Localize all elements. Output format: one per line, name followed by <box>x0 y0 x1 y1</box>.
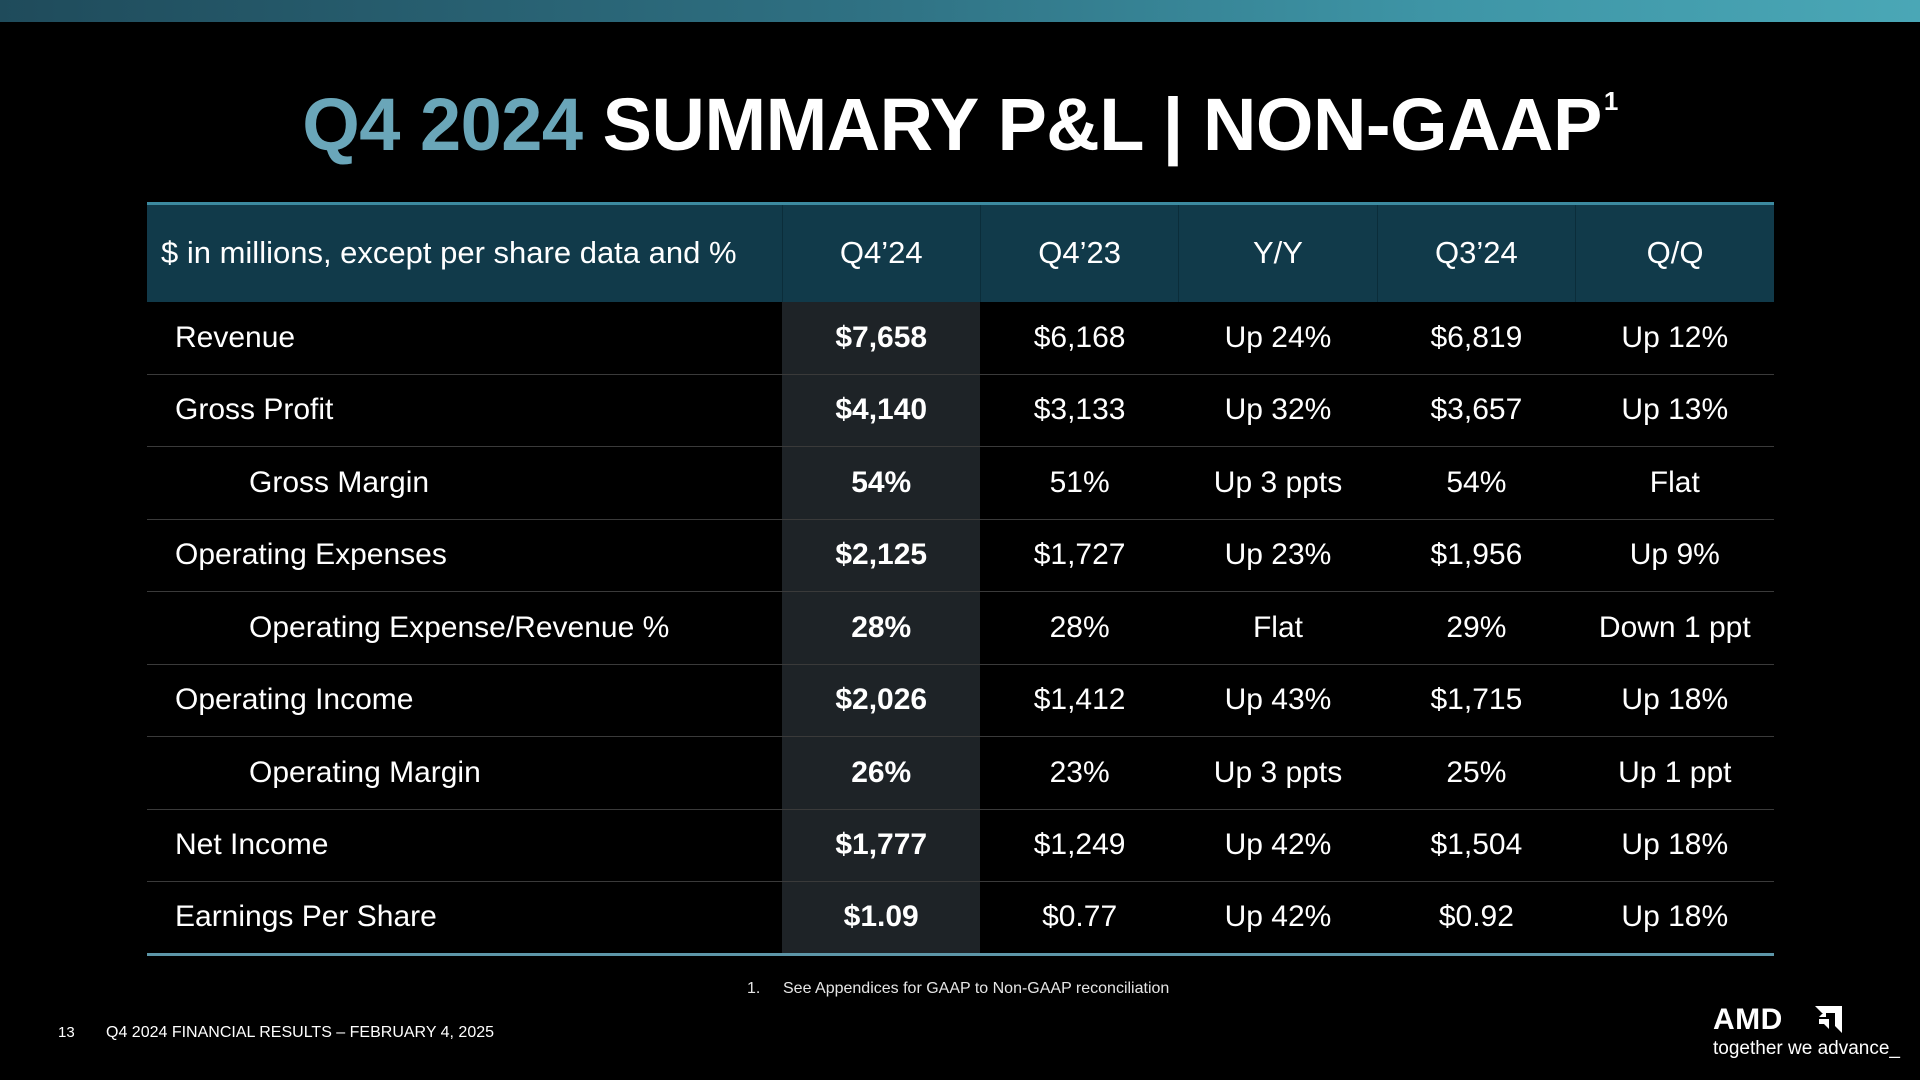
table-header-row: $ in millions, except per share data and… <box>147 202 1774 302</box>
header-q3-24: Q3’24 <box>1376 202 1576 302</box>
cell-q4-24: $4,140 <box>782 374 981 447</box>
cell-q4-23: 51% <box>980 446 1179 520</box>
pnl-table-container: $ in millions, except per share data and… <box>147 202 1774 956</box>
table-row: Operating Margin 26% 23% Up 3 ppts 25% Up 1 p… <box>147 736 1774 810</box>
cell-yy: Up 3 ppts <box>1178 446 1378 520</box>
cell-q4-23: 28% <box>980 591 1179 665</box>
title-accent: Q4 2024 <box>302 83 583 166</box>
cell-q3-24: $1,956 <box>1377 519 1576 592</box>
cell-yy: Up 24% <box>1178 301 1378 375</box>
header-yy: Y/Y <box>1178 202 1378 302</box>
table-row: Gross Margin 54% 51% Up 3 ppts 54% Flat <box>147 446 1774 520</box>
cell-yy: Up 23% <box>1178 519 1378 592</box>
cell-q4-24: $1.09 <box>782 881 981 956</box>
cell-qq: Up 18% <box>1575 664 1774 737</box>
cell-q3-24: 29% <box>1377 591 1576 665</box>
cell-qq: Down 1 ppt <box>1575 591 1774 665</box>
footnote-number: 1. <box>747 980 761 997</box>
logo-wordmark: AMD <box>1713 1003 1783 1036</box>
cell-q4-24: $7,658 <box>782 301 981 375</box>
cell-q4-24: $2,026 <box>782 664 981 737</box>
table-row: Operating Income $2,026 $1,412 Up 43% $1,715… <box>147 664 1774 737</box>
title-footnote-marker: 1 <box>1603 86 1618 116</box>
cell-yy: Up 43% <box>1178 664 1378 737</box>
cell-q4-23: $1,249 <box>980 809 1179 882</box>
cell-q3-24: $6,819 <box>1377 301 1576 375</box>
cell-q3-24: $0.92 <box>1377 881 1576 956</box>
cell-q3-24: 54% <box>1377 446 1576 520</box>
row-label: Operating Margin <box>147 736 783 810</box>
amd-logo: AMD together we advance_ <box>1713 1003 1900 1065</box>
footnote: 1. See Appendices for GAAP to Non-GAAP re… <box>747 980 1169 998</box>
table-row: Operating Expenses $2,125 $1,727 Up 23% $1,9… <box>147 519 1774 592</box>
table-row: Gross Profit $4,140 $3,133 Up 32% $3,657 Up 1… <box>147 374 1774 447</box>
cell-qq: Flat <box>1575 446 1774 520</box>
table-row: Operating Expense/Revenue % 28% 28% Flat 29%… <box>147 591 1774 665</box>
cell-q4-24: 28% <box>782 591 981 665</box>
table-body: Revenue $7,658 $6,168 Up 24% $6,819 Up 12% Gro… <box>147 301 1774 956</box>
cell-qq: Up 18% <box>1575 809 1774 882</box>
row-label: Net Income <box>147 809 783 882</box>
table-row: Revenue $7,658 $6,168 Up 24% $6,819 Up 12% <box>147 301 1774 375</box>
cell-yy: Up 42% <box>1178 809 1378 882</box>
cell-q4-23: $1,727 <box>980 519 1179 592</box>
logo-tagline: together we advance_ <box>1713 1038 1900 1059</box>
cell-q4-23: $6,168 <box>980 301 1179 375</box>
row-label: Revenue <box>147 301 783 375</box>
header-q4-23: Q4’23 <box>979 202 1179 302</box>
cell-q4-24: 54% <box>782 446 981 520</box>
row-label: Earnings Per Share <box>147 881 783 956</box>
page-number: 13 <box>58 1024 75 1041</box>
cell-q3-24: $1,715 <box>1377 664 1576 737</box>
cell-qq: Up 1 ppt <box>1575 736 1774 810</box>
row-label: Operating Expenses <box>147 519 783 592</box>
title-main: SUMMARY P&L | NON-GAAP <box>602 83 1603 166</box>
header-qq: Q/Q <box>1575 202 1774 302</box>
cell-q3-24: $1,504 <box>1377 809 1576 882</box>
cell-q4-24: $2,125 <box>782 519 981 592</box>
cell-q4-23: 23% <box>980 736 1179 810</box>
cell-qq: Up 18% <box>1575 881 1774 956</box>
footer-text: Q4 2024 FINANCIAL RESULTS – FEBRUARY 4, … <box>106 1024 495 1041</box>
cell-qq: Up 13% <box>1575 374 1774 447</box>
top-accent-bar <box>0 0 1920 22</box>
slide-title: Q4 2024 SUMMARY P&L | NON-GAAP1 <box>0 82 1920 167</box>
cell-qq: Up 12% <box>1575 301 1774 375</box>
header-label: $ in millions, except per share data and… <box>147 202 783 302</box>
row-label: Gross Profit <box>147 374 783 447</box>
cell-q4-23: $3,133 <box>980 374 1179 447</box>
cell-q3-24: 25% <box>1377 736 1576 810</box>
cell-q3-24: $3,657 <box>1377 374 1576 447</box>
footnote-text: See Appendices for GAAP to Non-GAAP reco… <box>783 980 1170 997</box>
amd-arrow-icon <box>1815 1006 1842 1033</box>
cell-q4-23: $1,412 <box>980 664 1179 737</box>
row-label: Gross Margin <box>147 446 783 520</box>
header-q4-24: Q4’24 <box>781 202 981 302</box>
table-row: Net Income $1,777 $1,249 Up 42% $1,504 Up 18% <box>147 809 1774 882</box>
pnl-table: $ in millions, except per share data and… <box>147 202 1774 956</box>
row-label: Operating Expense/Revenue % <box>147 591 783 665</box>
cell-yy: Up 3 ppts <box>1178 736 1378 810</box>
cell-q4-23: $0.77 <box>980 881 1179 956</box>
row-label: Operating Income <box>147 664 783 737</box>
cell-q4-24: 26% <box>782 736 981 810</box>
cell-qq: Up 9% <box>1575 519 1774 592</box>
cell-q4-24: $1,777 <box>782 809 981 882</box>
cell-yy: Up 42% <box>1178 881 1378 956</box>
cell-yy: Flat <box>1178 591 1378 665</box>
table-row: Earnings Per Share $1.09 $0.77 Up 42% $0.92 U… <box>147 881 1774 956</box>
cell-yy: Up 32% <box>1178 374 1378 447</box>
